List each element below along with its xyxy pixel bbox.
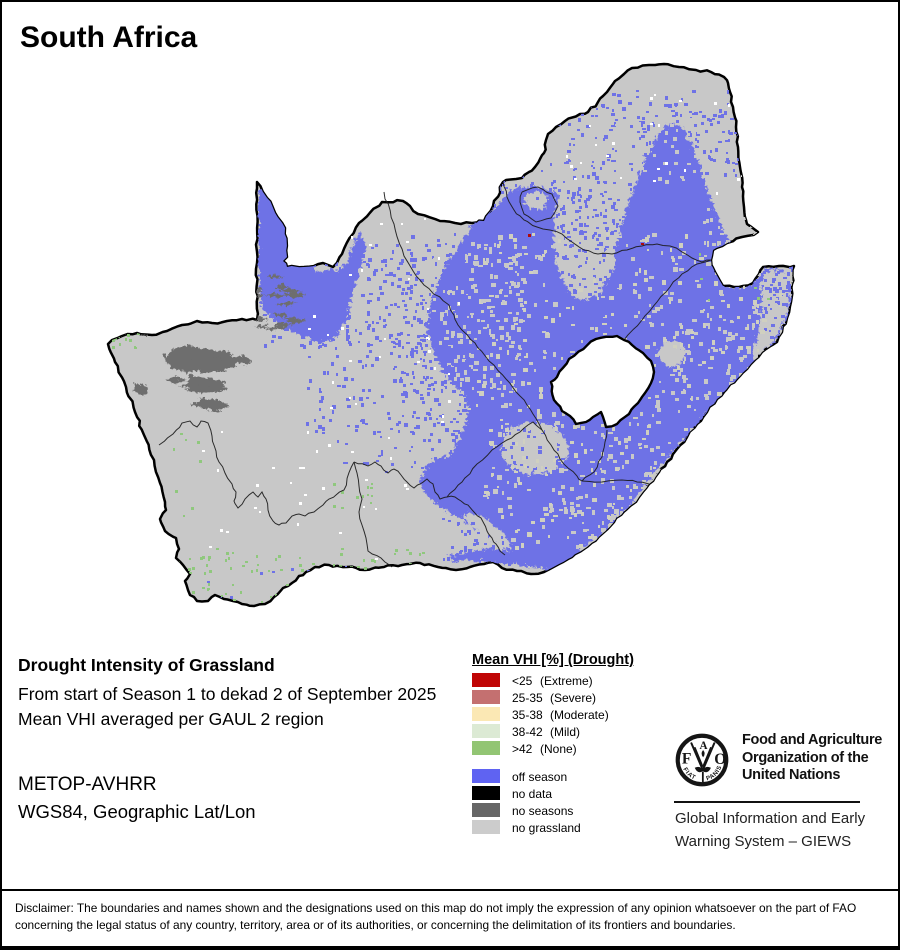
svg-text:O: O [714,751,726,768]
svg-text:F: F [682,750,692,767]
svg-text:A: A [699,740,707,752]
